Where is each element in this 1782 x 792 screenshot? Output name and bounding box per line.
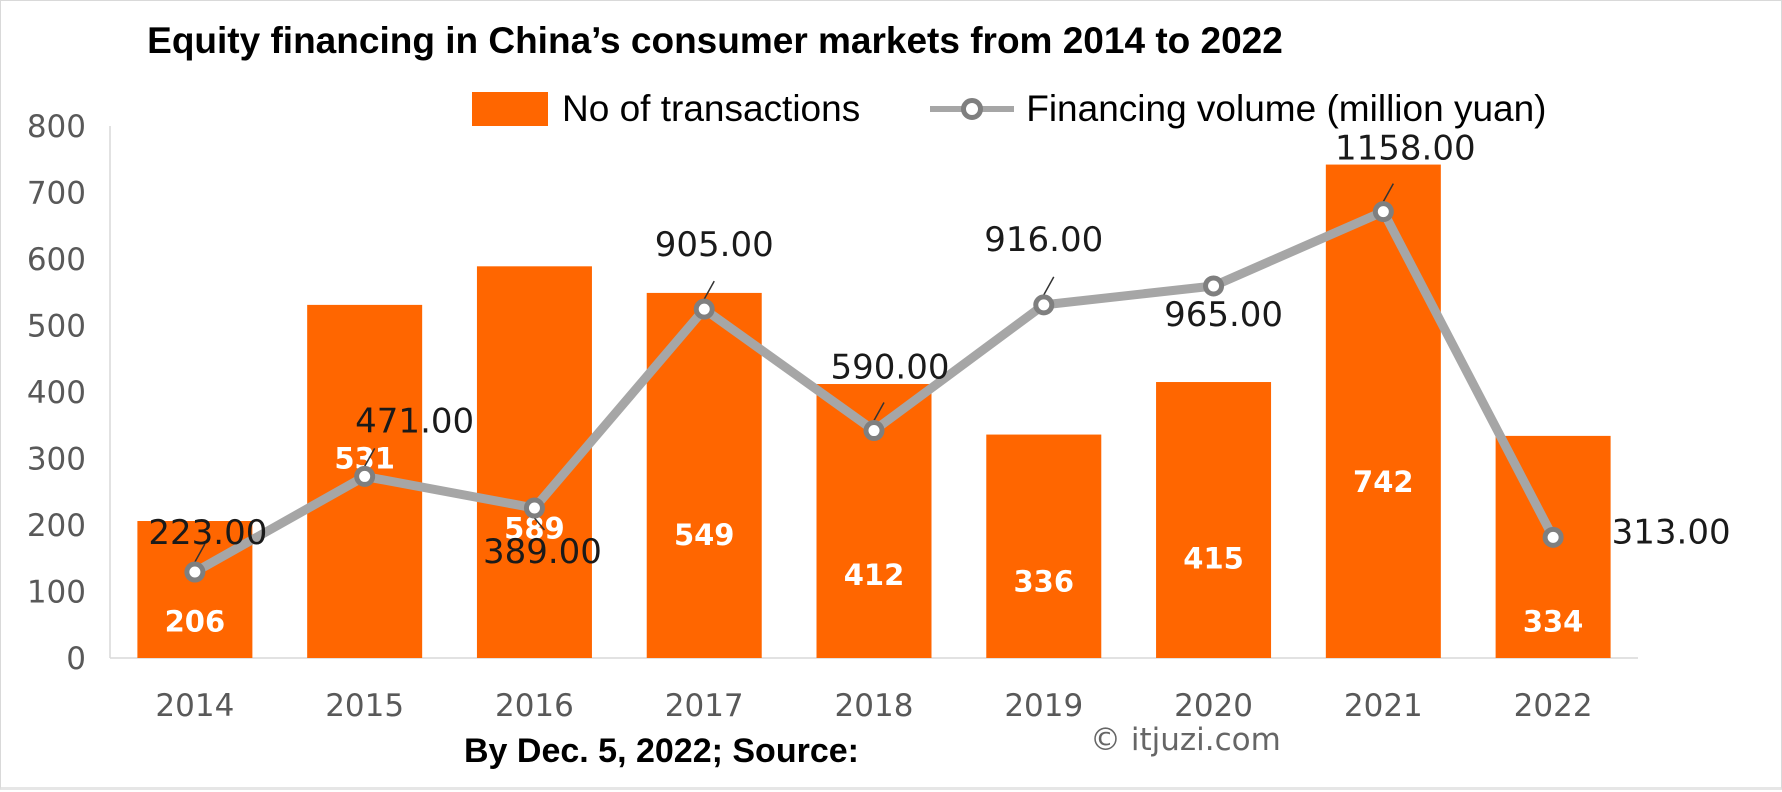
x-tick-label: 2021 xyxy=(1344,688,1423,724)
x-tick-label: 2018 xyxy=(835,688,914,724)
legend-label-transactions: No of transactions xyxy=(562,88,861,129)
bar-value-label: 336 xyxy=(1014,565,1075,599)
leader-line xyxy=(194,543,206,563)
line-marker xyxy=(1542,526,1564,548)
leader-line xyxy=(364,448,376,467)
line-value-label: 590.00 xyxy=(831,348,950,388)
x-tick-label: 2019 xyxy=(1004,688,1083,724)
leader-line xyxy=(873,402,885,421)
source-note: By Dec. 5, 2022; Source: xyxy=(464,732,859,770)
x-tick-label: 2014 xyxy=(155,688,234,724)
legend-swatch-bar xyxy=(472,92,548,126)
legend-item-volume: Financing volume (million yuan) xyxy=(860,88,1547,130)
y-tick-label: 0 xyxy=(66,641,86,677)
legend: No of transactions Financing volume (mil… xyxy=(472,86,1547,132)
line-marker xyxy=(184,561,206,583)
x-tick-label: 2016 xyxy=(495,688,574,724)
line-marker xyxy=(693,298,715,320)
line-value-label: 1158.00 xyxy=(1335,129,1476,169)
bar xyxy=(986,434,1102,658)
line-value-label: 916.00 xyxy=(984,220,1103,260)
line-marker xyxy=(1033,294,1055,316)
y-tick-label: 800 xyxy=(27,109,86,145)
line-value-label: 965.00 xyxy=(1164,295,1283,335)
line-marker xyxy=(863,420,885,442)
y-tick-label: 600 xyxy=(27,242,86,278)
bar xyxy=(1325,164,1441,658)
y-tick-label: 200 xyxy=(27,508,86,544)
legend-item-transactions: No of transactions xyxy=(472,88,860,130)
bar-value-label: 415 xyxy=(1183,541,1244,575)
bar-value-label: 412 xyxy=(844,558,905,592)
bar-value-label: 334 xyxy=(1523,604,1584,638)
bar-value-label: 742 xyxy=(1353,465,1414,499)
leader-line xyxy=(1382,183,1394,202)
line-marker xyxy=(354,465,376,487)
bar-value-label: 206 xyxy=(165,604,226,638)
y-tick-label: 300 xyxy=(27,442,86,478)
legend-label-volume: Financing volume (million yuan) xyxy=(1026,88,1547,129)
line-value-label: 313.00 xyxy=(1612,512,1731,552)
bar-value-label: 549 xyxy=(674,518,735,552)
x-tick-label: 2020 xyxy=(1174,688,1253,724)
x-tick-label: 2017 xyxy=(665,688,744,724)
x-tick-label: 2022 xyxy=(1514,688,1593,724)
line-value-label: 389.00 xyxy=(483,532,602,572)
bar xyxy=(646,292,762,658)
x-tick-label: 2015 xyxy=(325,688,404,724)
leader-line xyxy=(533,517,546,531)
line-value-label: 905.00 xyxy=(655,225,774,265)
line-marker xyxy=(1203,275,1225,297)
y-tick-label: 500 xyxy=(27,309,86,345)
copyright-note: © itjuzi.com xyxy=(1090,722,1281,758)
bar xyxy=(1156,382,1272,658)
chart-title: Equity financing in China’s consumer mar… xyxy=(147,20,1283,61)
leader-line xyxy=(703,280,715,300)
line-marker xyxy=(1372,201,1394,223)
bar xyxy=(137,521,253,658)
line-value-label: 471.00 xyxy=(355,401,474,441)
y-tick-label: 100 xyxy=(27,575,86,611)
line-value-label: 223.00 xyxy=(148,513,267,553)
line-marker xyxy=(523,497,545,519)
leader-line xyxy=(1043,276,1055,296)
y-tick-label: 400 xyxy=(27,375,86,411)
legend-swatch-line xyxy=(930,92,1015,126)
y-tick-label: 700 xyxy=(27,176,86,212)
